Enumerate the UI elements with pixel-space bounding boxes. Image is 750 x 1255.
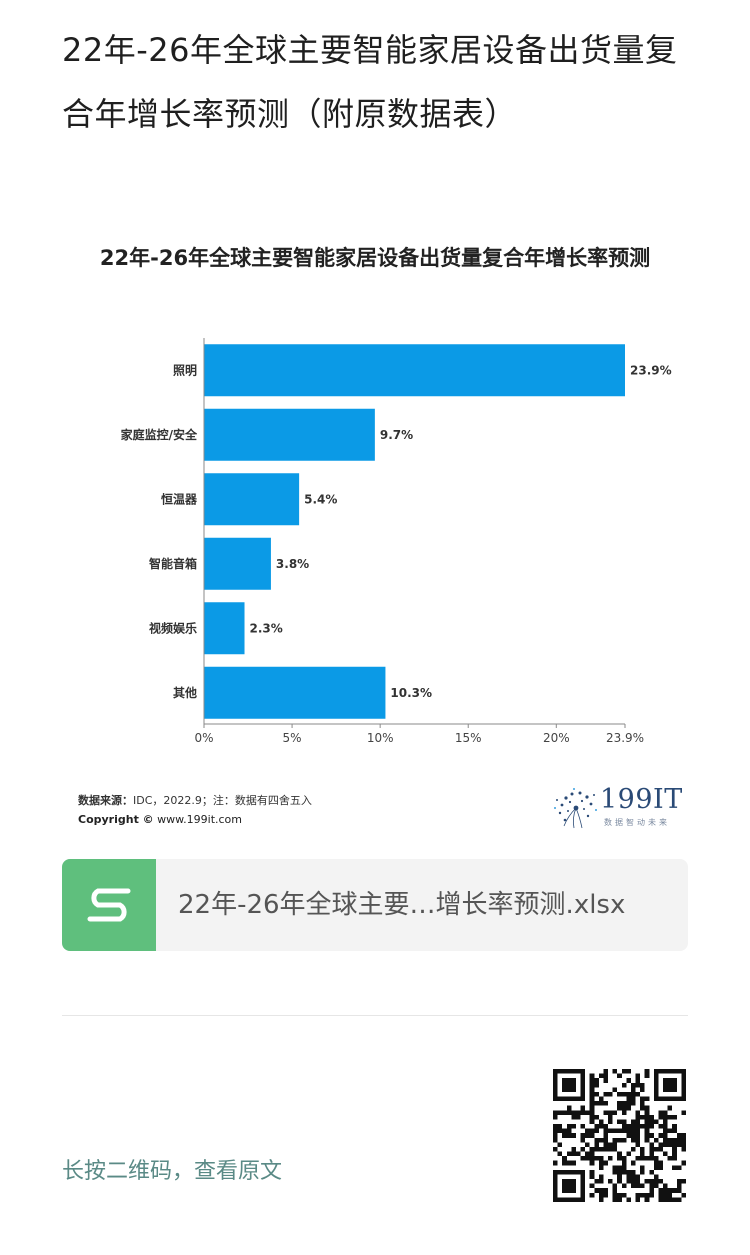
brand-logo: 199IT 数据智动未来 xyxy=(552,784,683,830)
category-label-1: 家庭监控/安全 xyxy=(121,427,198,442)
source-note: 数据来源：IDC，2022.9；注：数据有四舍五入 xyxy=(78,792,312,808)
bar-2 xyxy=(204,473,300,526)
bar-3 xyxy=(204,537,271,590)
bar-0 xyxy=(204,344,625,397)
value-label-0: 23.9% xyxy=(630,363,672,377)
chart-title: 22年-26年全球主要智能家居设备出货量复合年增长率预测 xyxy=(99,246,651,270)
qr-code-icon[interactable] xyxy=(553,1069,686,1202)
category-label-2: 恒温器 xyxy=(161,491,198,506)
x-tick-label-4: 20% xyxy=(543,731,570,745)
copyright-label: Copyright © xyxy=(78,813,154,826)
copyright-note: Copyright © www.199it.com xyxy=(78,813,242,826)
attachment-card[interactable]: 22年-26年全球主要…增长率预测.xlsx xyxy=(62,859,688,951)
category-label-0: 照明 xyxy=(173,362,197,377)
value-label-5: 10.3% xyxy=(390,686,432,700)
logo-tagline: 数据智动未来 xyxy=(604,818,670,827)
bar-4 xyxy=(204,602,245,655)
source-text: IDC，2022.9；注：数据有四舍五入 xyxy=(133,794,312,807)
x-tick-label-2: 10% xyxy=(367,731,394,745)
article-title: 22年-26年全球主要智能家居设备出货量复合年增长率预测（附原数据表） xyxy=(62,31,678,133)
category-label-3: 智能音箱 xyxy=(148,556,197,571)
value-label-3: 3.8% xyxy=(276,557,309,571)
category-label-4: 视频娱乐 xyxy=(149,620,197,635)
bar-chart: 照明 23.9% 家庭监控/安全 9.7% 恒温器 5.4% 智能音箱 3.8% 视频娱乐 2.3… xyxy=(121,338,672,745)
value-label-1: 9.7% xyxy=(380,428,413,442)
category-label-5: 其他 xyxy=(173,685,197,700)
qr-hint-text: 长按二维码，查看原文 xyxy=(62,1159,283,1184)
dandelion-logo-icon xyxy=(554,788,597,829)
value-label-4: 2.3% xyxy=(250,621,283,635)
source-label: 数据来源： xyxy=(78,794,133,807)
bar-1 xyxy=(204,408,375,461)
x-tick-label-1: 5% xyxy=(283,731,302,745)
attachment-file-name[interactable]: 22年-26年全球主要…增长率预测.xlsx xyxy=(178,890,626,920)
logo-wordmark: 199IT xyxy=(600,784,683,815)
value-label-2: 5.4% xyxy=(304,492,337,506)
bar-5 xyxy=(204,666,386,719)
x-tick-label-0: 0% xyxy=(194,731,213,745)
spreadsheet-s-icon xyxy=(62,859,156,951)
x-tick-label-5: 23.9% xyxy=(606,731,644,745)
copyright-url: www.199it.com xyxy=(157,813,243,826)
x-tick-label-3: 15% xyxy=(455,731,482,745)
section-divider xyxy=(62,1015,688,1016)
